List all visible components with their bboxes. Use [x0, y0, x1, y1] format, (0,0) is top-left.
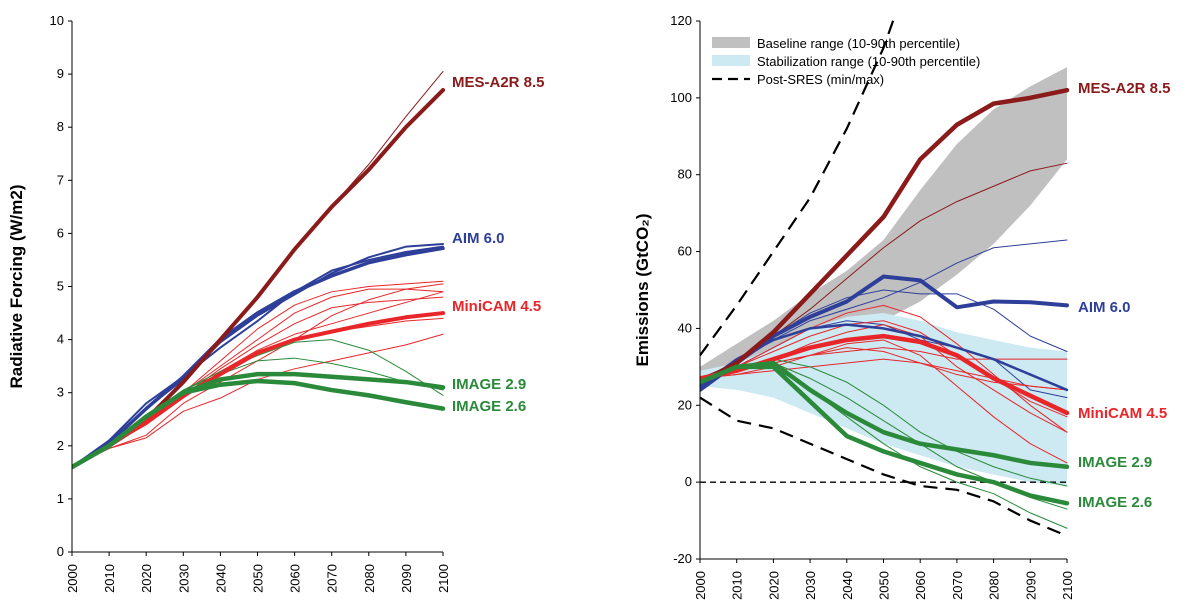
x-tick-label: 2050 [251, 564, 266, 593]
y-tick-label: 3 [57, 385, 64, 400]
x-tick-label: 2010 [730, 571, 745, 600]
image-2-6-line [700, 364, 1070, 506]
y-axis-label: Emissions (GtCO₂) [633, 213, 652, 366]
plot-area [700, 17, 1070, 537]
x-tick-label: 2090 [1023, 571, 1038, 600]
x-tick-label: 2100 [436, 564, 451, 593]
mes-1-line [72, 70, 444, 468]
legend-baseline-swatch [712, 37, 750, 48]
forcing-chart: 0 1 2 3 4 5 6 7 8 9 10 2000 2010 2020 2030 2040 2050 2060… [7, 13, 545, 593]
baseline-range-band [700, 67, 1067, 383]
y-tick-label: 8 [57, 119, 64, 134]
y-tick-label: 20 [678, 397, 692, 412]
x-tick-label: 2070 [325, 564, 340, 593]
aim-4-line [72, 245, 444, 469]
y-axis-label: Radiative Forcing (W/m2) [7, 184, 26, 388]
x-tick-label: 2020 [139, 564, 154, 593]
x-tick-label: 2040 [840, 571, 855, 600]
x-tick-label: 2100 [1060, 571, 1075, 600]
mes-a2r-8-5-line [700, 87, 1070, 385]
y-tick-label: 60 [678, 244, 692, 259]
post-sres-lower-line [700, 396, 1068, 537]
y-tick-label: 5 [57, 279, 64, 294]
series-label-minicam-4-5: MiniCAM 4.5 [1078, 405, 1167, 422]
y-tick-label: 10 [50, 13, 64, 28]
y-tick-label: 80 [678, 167, 692, 182]
y-tick-label: 6 [57, 225, 64, 240]
image-16-line [72, 339, 444, 468]
y-tick-label: -20 [673, 551, 692, 566]
legend-label: Stabilization range (10-90th percentile) [757, 54, 980, 69]
x-tick-label: 2030 [176, 564, 191, 593]
series-label-image-2-6: IMAGE 2.6 [1078, 494, 1152, 511]
minicam-9-line [72, 317, 444, 468]
x-tick-label: 2090 [399, 564, 414, 593]
x-tick-label: 2010 [102, 564, 117, 593]
y-tick-label: 1 [57, 491, 64, 506]
series-label-image-2-9: IMAGE 2.9 [1078, 454, 1152, 471]
x-tick-label: 2080 [987, 571, 1002, 600]
x-tick-label: 2060 [913, 571, 928, 600]
series-label-image-2-6: IMAGE 2.6 [452, 398, 526, 415]
y-tick-label: 120 [670, 13, 692, 28]
x-tick-label: 2020 [766, 571, 781, 600]
image-2-9-line [700, 360, 1070, 470]
series-label-mes-a2r-8-5: MES-A2R 8.5 [1078, 80, 1171, 97]
y-tick-label: 100 [670, 90, 692, 105]
x-tick-label: 2000 [65, 564, 80, 593]
minicam-4-5-line [72, 311, 445, 470]
y-tick-label: 7 [57, 172, 64, 187]
y-tick-label: 40 [678, 320, 692, 335]
legend-label: Post-SRES (min/max) [757, 72, 884, 87]
minicam-13-line [700, 358, 1068, 391]
y-tick-label: 2 [57, 438, 64, 453]
mes-a2r-8-5-line [72, 88, 445, 470]
series-label-minicam-4-5: MiniCAM 4.5 [452, 298, 541, 315]
aim-6-0-line [72, 246, 445, 469]
stabilization-range-band [700, 313, 1067, 486]
post-sres-upper-line [700, 17, 896, 356]
image-2-6-line [72, 378, 446, 470]
y-tick-label: 0 [57, 544, 64, 559]
minicam-11-line [700, 339, 1068, 464]
x-tick-label: 2050 [877, 571, 892, 600]
y-tick-label: 4 [57, 332, 64, 347]
series-label-aim-6-0: AIM 6.0 [452, 230, 505, 247]
x-tick-label: 2080 [362, 564, 377, 593]
y-tick-label: 9 [57, 66, 64, 81]
legend: Baseline range (10-90th percentile) Stabi… [712, 36, 980, 87]
x-tick-label: 2070 [950, 571, 965, 600]
x-tick-label: 2060 [288, 564, 303, 593]
x-tick-label: 2040 [213, 564, 228, 593]
series-label-mes-a2r-8-5: MES-A2R 8.5 [452, 74, 545, 91]
x-tick-label: 2030 [803, 571, 818, 600]
legend-label: Baseline range (10-90th percentile) [757, 36, 960, 51]
plot-area [72, 70, 446, 470]
y-tick-label: 0 [685, 474, 692, 489]
legend-stabilization-swatch [712, 55, 750, 66]
x-tick-label: 2000 [693, 571, 708, 600]
series-label-aim-6-0: AIM 6.0 [1078, 299, 1131, 316]
series-label-image-2-9: IMAGE 2.9 [452, 376, 526, 393]
